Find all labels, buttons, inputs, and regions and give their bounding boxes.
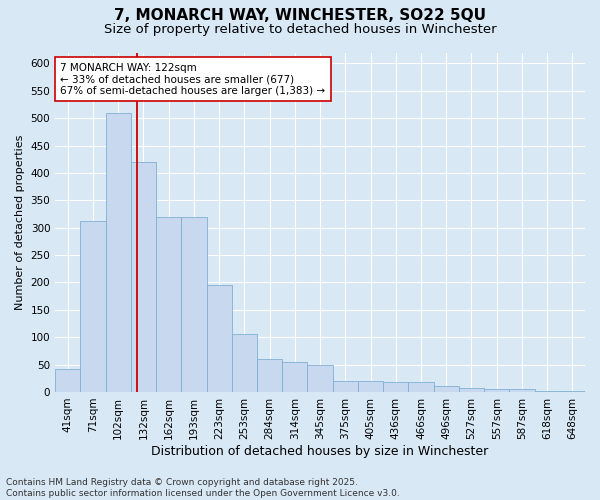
Bar: [156, 217, 181, 392]
Bar: [80, 221, 106, 392]
Bar: [358, 381, 383, 392]
Bar: [257, 359, 282, 392]
Bar: [106, 112, 131, 392]
Bar: [560, 391, 585, 392]
Bar: [509, 389, 535, 392]
Text: Size of property relative to detached houses in Winchester: Size of property relative to detached ho…: [104, 22, 496, 36]
Bar: [459, 388, 484, 392]
Bar: [282, 362, 307, 392]
Title: 7, MONARCH WAY, WINCHESTER, SO22 5QU
Size of property relative to detached house: 7, MONARCH WAY, WINCHESTER, SO22 5QU Siz…: [0, 499, 1, 500]
Bar: [181, 217, 206, 392]
Bar: [131, 162, 156, 392]
Bar: [232, 334, 257, 392]
Bar: [307, 364, 332, 392]
Bar: [409, 382, 434, 392]
Bar: [206, 285, 232, 392]
Bar: [535, 391, 560, 392]
Bar: [55, 369, 80, 392]
Text: Contains HM Land Registry data © Crown copyright and database right 2025.
Contai: Contains HM Land Registry data © Crown c…: [6, 478, 400, 498]
X-axis label: Distribution of detached houses by size in Winchester: Distribution of detached houses by size …: [151, 444, 489, 458]
Bar: [484, 389, 509, 392]
Text: 7 MONARCH WAY: 122sqm
← 33% of detached houses are smaller (677)
67% of semi-det: 7 MONARCH WAY: 122sqm ← 33% of detached …: [61, 62, 326, 96]
Bar: [332, 381, 358, 392]
Text: 7, MONARCH WAY, WINCHESTER, SO22 5QU: 7, MONARCH WAY, WINCHESTER, SO22 5QU: [114, 8, 486, 22]
Bar: [434, 386, 459, 392]
Y-axis label: Number of detached properties: Number of detached properties: [15, 134, 25, 310]
Bar: [383, 382, 409, 392]
